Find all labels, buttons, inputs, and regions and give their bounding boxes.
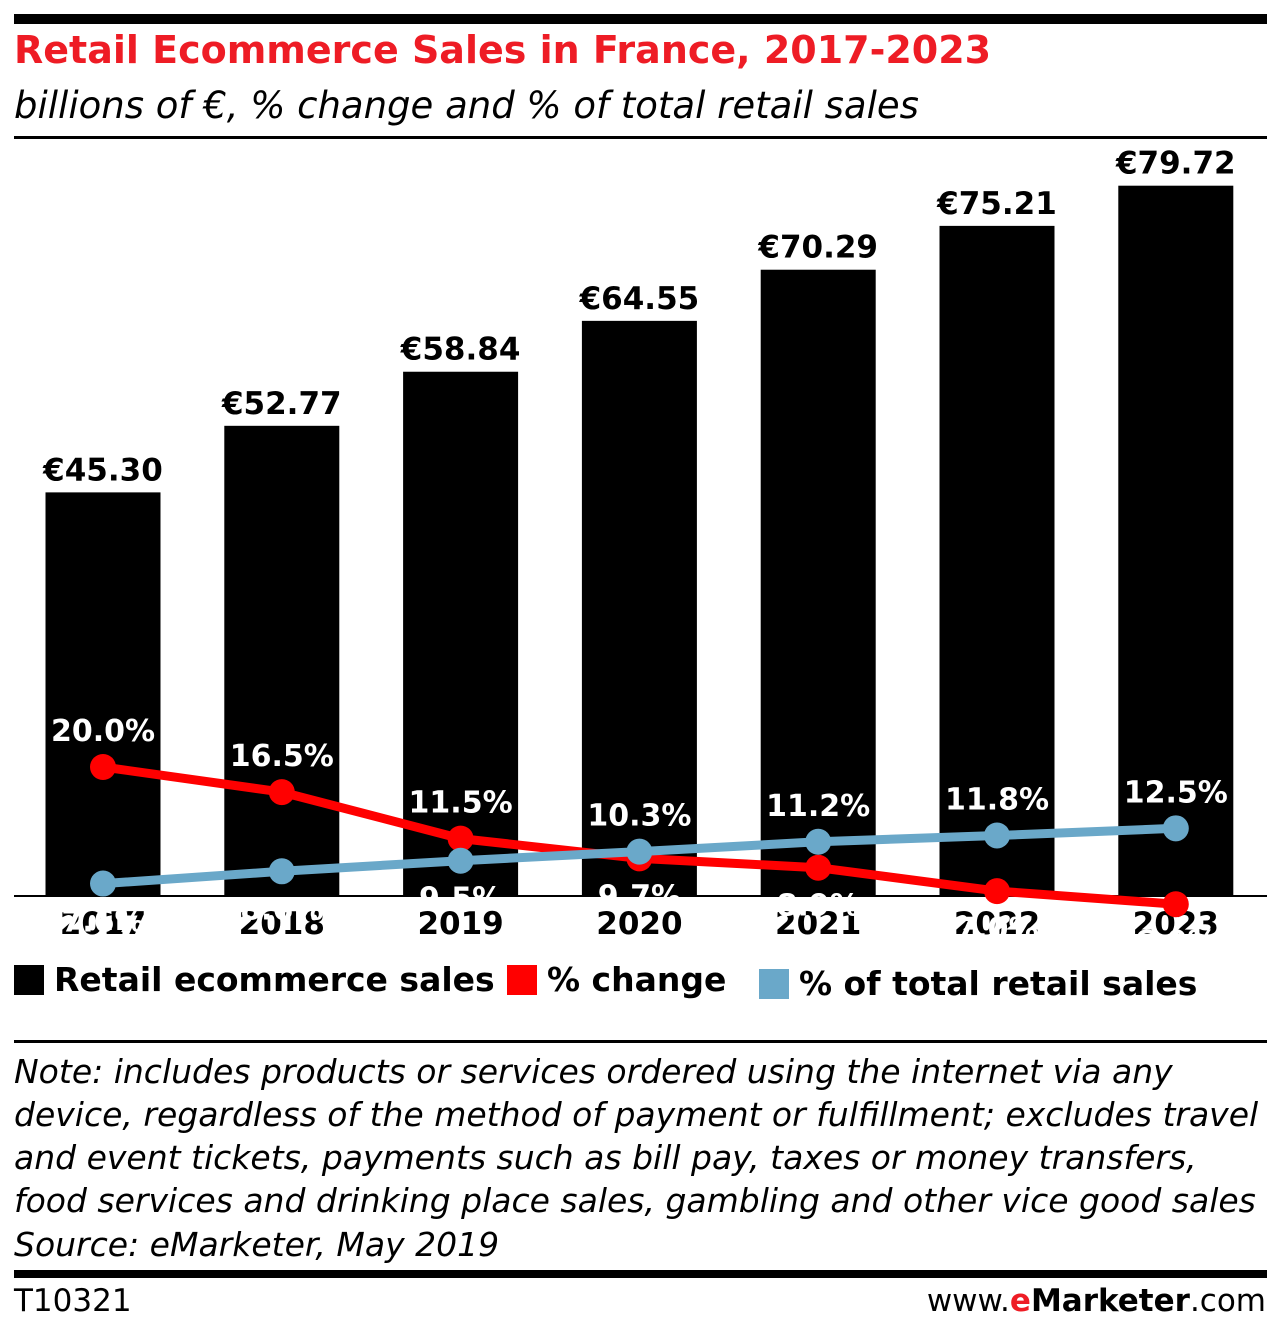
- label-change-2019: 11.5%: [409, 786, 513, 821]
- legend-swatch-share: [759, 968, 789, 999]
- subtitle-rule: [14, 136, 1267, 139]
- brand-suffix: .com: [1189, 1283, 1266, 1319]
- point-share-2019: [447, 847, 474, 874]
- brand-name: Marketer: [1030, 1283, 1190, 1319]
- x-tick-2021: 2021: [775, 906, 861, 942]
- chart-title: Retail Ecommerce Sales in France, 2017-2…: [14, 28, 992, 72]
- label-share-2019: 9.5%: [419, 882, 502, 917]
- point-change-2023: [1162, 891, 1189, 918]
- point-change-2017: [90, 754, 116, 780]
- point-change-2018: [268, 779, 295, 806]
- legend-item-sales: Retail ecommerce sales: [14, 960, 495, 999]
- bar-2017: [45, 492, 161, 896]
- bar-label-2018: €52.77: [221, 386, 342, 422]
- label-share-2020: 10.3%: [587, 799, 691, 834]
- chart-id: T10321: [14, 1283, 132, 1319]
- point-share-2023: [1162, 815, 1189, 842]
- label-change-2017: 20.0%: [51, 714, 155, 749]
- x-tick-2022: 2022: [954, 906, 1040, 942]
- chart-area: €45.30 €52.77 €58.84 €64.55 €70.29 €75.21 €79.…: [14, 146, 1267, 950]
- point-change-2022: [984, 878, 1010, 905]
- legend-item-change: % change: [507, 960, 726, 999]
- x-tick-2017: 2017: [60, 906, 146, 942]
- label-share-2022: 11.8%: [945, 782, 1049, 817]
- point-change-2021: [805, 854, 832, 881]
- bar-label-2017: €45.30: [42, 452, 163, 488]
- label-change-2021: 8.9%: [777, 889, 860, 924]
- legend-swatch-sales: [14, 964, 44, 995]
- point-share-2022: [984, 822, 1010, 849]
- brand-link[interactable]: www.eMarketer.com: [927, 1283, 1266, 1319]
- point-change-2019: [447, 825, 474, 852]
- label-change-2020: 9.7%: [598, 879, 681, 914]
- label-share-2018: 8.6%: [240, 892, 323, 927]
- label-share-2017: 7.6%: [61, 905, 144, 940]
- bar-2023: [1118, 185, 1234, 896]
- bar-label-2021: €70.29: [757, 230, 878, 266]
- label-share-2023: 12.5%: [1124, 775, 1228, 810]
- bar-label-2019: €58.84: [400, 332, 521, 368]
- point-share-2017: [90, 870, 116, 897]
- footnote: Note: includes products or services orde…: [14, 1052, 1259, 1220]
- label-change-2023: 6.0%: [1134, 925, 1217, 950]
- label-change-2022: 7.0%: [955, 912, 1038, 947]
- point-share-2020: [626, 838, 653, 865]
- bar-label-2020: €64.55: [579, 281, 700, 317]
- bar-label-2022: €75.21: [936, 186, 1057, 222]
- bar-label-2023: €79.72: [1115, 146, 1236, 182]
- bar-2019: [403, 371, 519, 896]
- point-share-2021: [805, 828, 832, 855]
- source-line: Source: eMarketer, May 2019: [14, 1225, 500, 1264]
- brand-e: e: [1009, 1283, 1031, 1319]
- bar-2020: [581, 320, 697, 896]
- legend-label-change: % change: [547, 960, 727, 999]
- chart-subtitle: billions of €, % change and % of total r…: [14, 84, 919, 127]
- bar-2022: [939, 225, 1055, 896]
- x-tick-2018: 2018: [239, 906, 325, 942]
- x-tick-2019: 2019: [417, 906, 503, 942]
- top-rule: [14, 14, 1267, 24]
- point-share-2018: [268, 858, 295, 885]
- legend-swatch-change: [507, 964, 537, 995]
- label-change-2018: 16.5%: [230, 739, 334, 774]
- bottom-rule: [14, 1270, 1267, 1278]
- bar-2018: [224, 425, 340, 896]
- bar-2021: [760, 269, 876, 897]
- note-rule: [14, 1040, 1267, 1043]
- legend-label-sales: Retail ecommerce sales: [54, 960, 495, 999]
- brand-prefix: www.: [926, 1283, 1010, 1319]
- label-share-2021: 11.2%: [766, 789, 870, 824]
- legend-item-share: % of total retail sales: [759, 964, 1197, 1003]
- legend-label-share: % of total retail sales: [799, 964, 1198, 1003]
- x-tick-2020: 2020: [596, 906, 682, 942]
